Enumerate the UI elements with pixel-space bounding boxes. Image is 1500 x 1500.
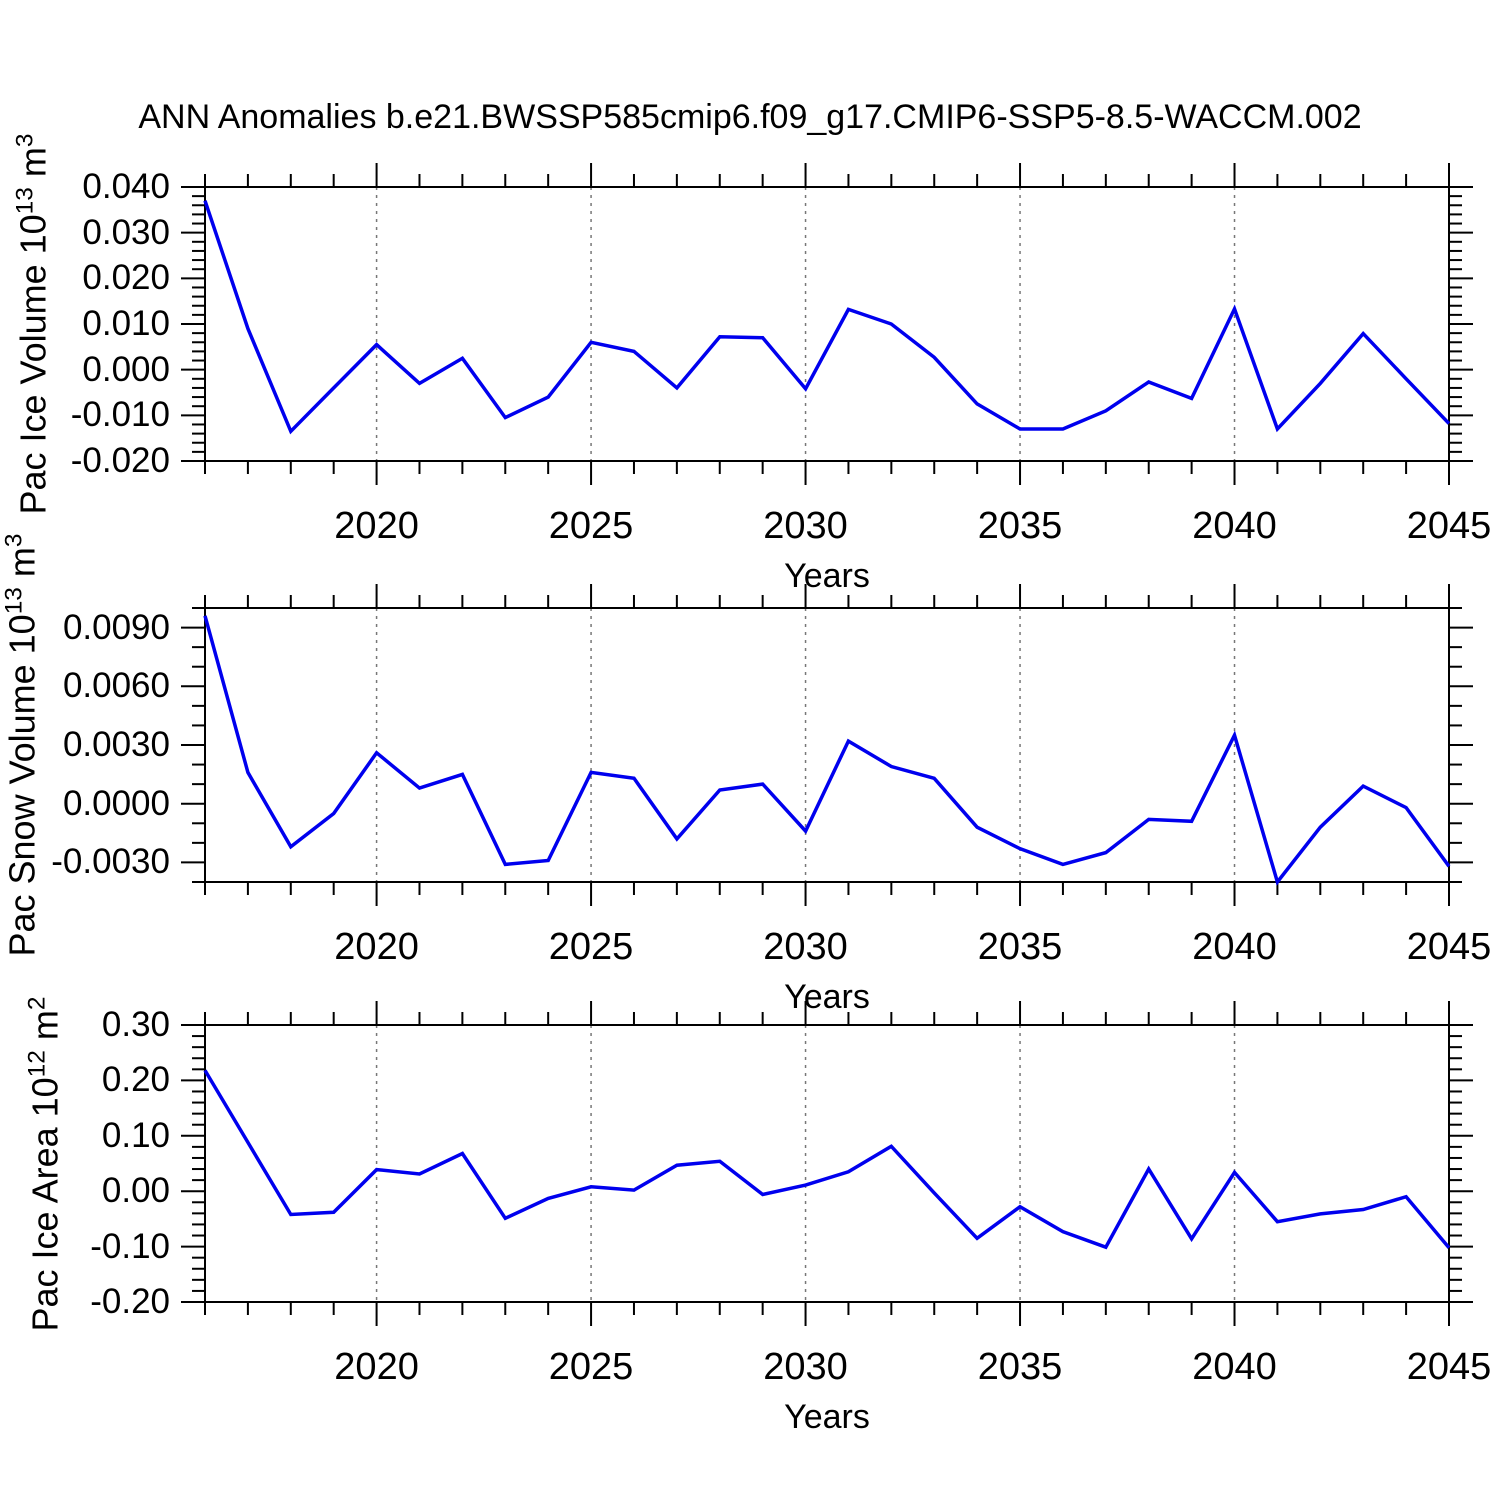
tick-marks [181, 584, 1473, 906]
figure-title: ANN Anomalies b.e21.BWSSP585cmip6.f09_g1… [138, 98, 1362, 136]
x-tick-label: 2035 [977, 926, 1063, 968]
x-tick-label: 2035 [977, 505, 1063, 547]
y-tick-label: 0.030 [82, 212, 170, 252]
y-axis-label: Pac Ice Area 1012 m2 [23, 996, 66, 1331]
x-tick-label: 2040 [1192, 505, 1277, 547]
x-tick-label: 2030 [763, 1346, 848, 1388]
y-tick-label: 0.010 [82, 304, 170, 343]
data-line [203, 615, 1451, 886]
y-tick-label: 0.0090 [62, 607, 170, 647]
y-tick-label: 0.0000 [62, 783, 170, 823]
y-tick-label: -0.010 [70, 395, 170, 435]
y-tick-label: -0.10 [90, 1226, 170, 1266]
x-tick-label: 2035 [977, 1346, 1063, 1388]
x-tick-label: 2020 [334, 1346, 419, 1388]
x-tick-label: 2040 [1192, 926, 1277, 968]
x-tick-label: 2040 [1192, 1346, 1277, 1388]
x-tick-label: 2030 [763, 505, 848, 547]
y-tick-label: 0.0060 [62, 666, 170, 706]
x-tick-label: 2030 [763, 926, 848, 968]
y-tick-label: 0.10 [101, 1115, 170, 1155]
y-tick-label: 0.040 [82, 167, 170, 206]
tick-marks [181, 1001, 1473, 1326]
x-tick-label: 2025 [548, 505, 634, 547]
y-tick-label: -0.0030 [51, 842, 170, 882]
y-tick-label: -0.20 [90, 1282, 170, 1321]
y-tick-label: 0.30 [101, 1005, 170, 1044]
plot-box [204, 607, 1450, 883]
x-axis-label: Years [784, 978, 870, 1016]
plot-box [204, 186, 1450, 462]
x-tick-label: 2025 [548, 926, 634, 968]
y-axis-label: Pac Snow Volume 1013 m3 [0, 533, 43, 957]
x-tick-label: 2045 [1406, 926, 1492, 968]
y-axis-label: Pac Ice Volume 1013 m3 [11, 133, 54, 515]
plot-box [204, 1024, 1450, 1303]
x-tick-label: 2020 [334, 505, 419, 547]
x-axis-label: Years [784, 557, 870, 595]
x-tick-label: 2025 [548, 1346, 634, 1388]
data-line [203, 1069, 1451, 1250]
tick-marks [181, 163, 1473, 485]
y-tick-label: 0.20 [101, 1060, 170, 1100]
x-tick-label: 2045 [1406, 1346, 1492, 1388]
y-tick-label: -0.020 [70, 441, 170, 480]
y-tick-label: 0.0030 [62, 725, 170, 764]
y-tick-label: 0.00 [101, 1171, 170, 1211]
x-tick-label: 2045 [1406, 505, 1492, 547]
y-tick-label: 0.020 [82, 258, 170, 298]
x-axis-label: Years [784, 1398, 870, 1436]
data-line [203, 200, 1451, 435]
y-tick-label: 0.000 [82, 349, 170, 389]
x-tick-label: 2020 [334, 926, 419, 968]
